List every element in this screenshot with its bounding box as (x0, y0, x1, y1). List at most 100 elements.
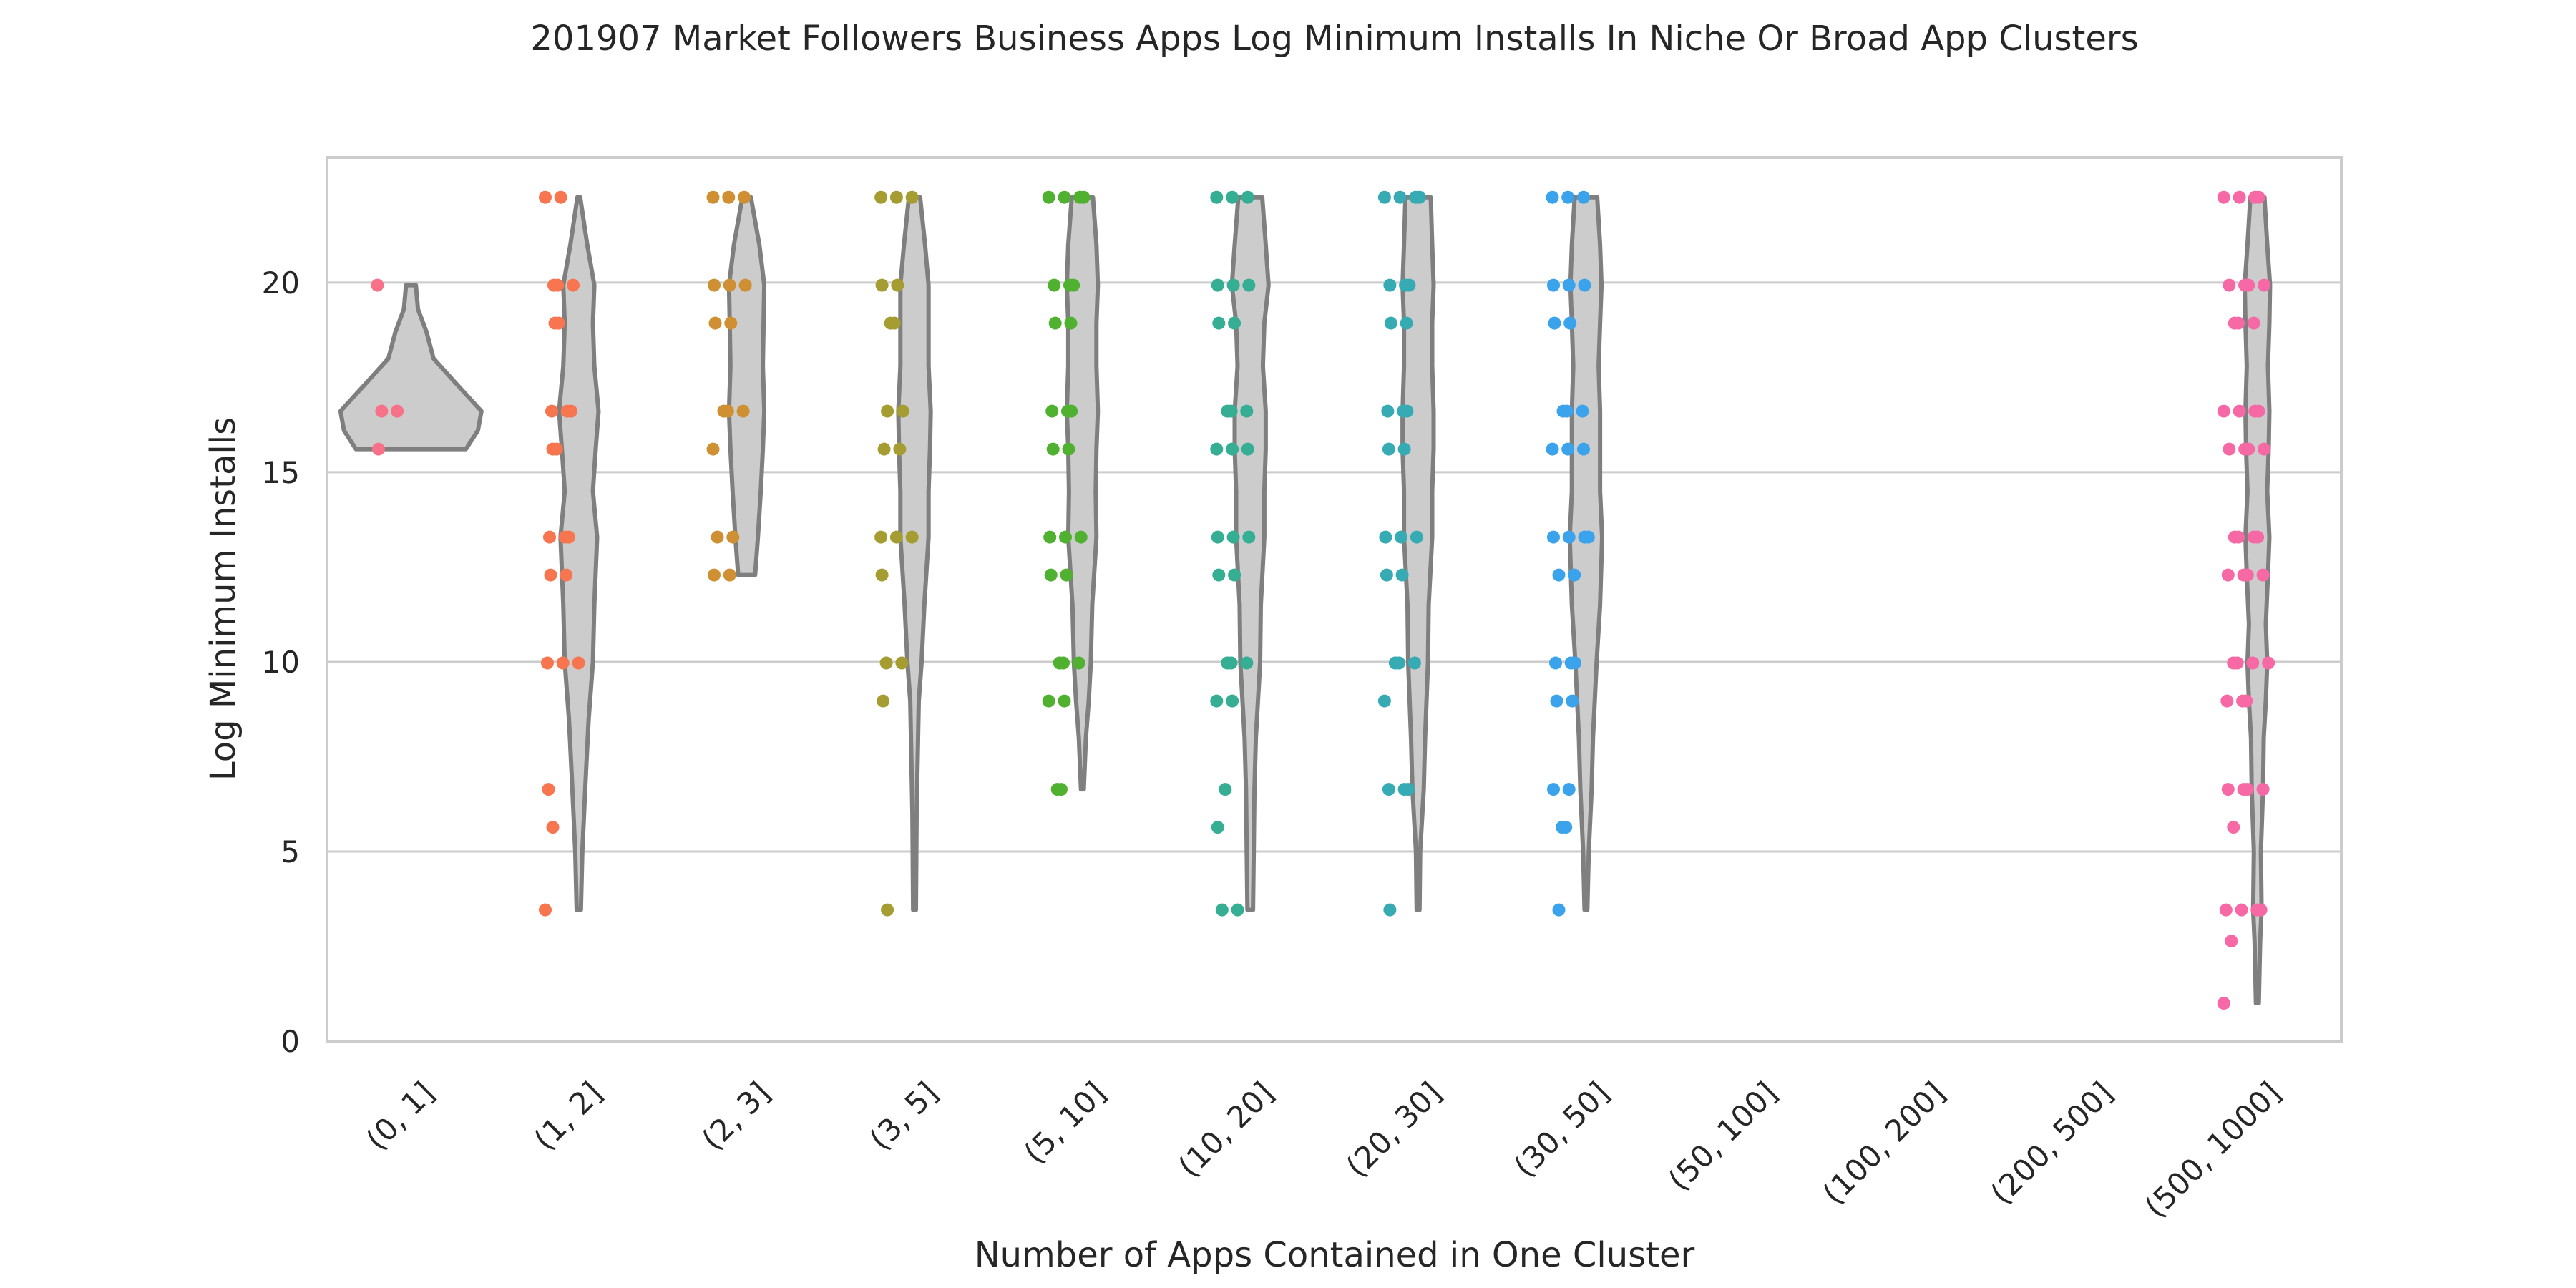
x-tick-label: (500, 1000] (2138, 1075, 2288, 1224)
data-point (554, 190, 567, 204)
data-point (711, 530, 724, 544)
data-point (891, 278, 904, 292)
data-point (874, 190, 888, 204)
data-point (539, 903, 552, 917)
data-point (706, 442, 720, 456)
data-point (724, 316, 738, 330)
data-point (875, 568, 889, 582)
data-point (708, 568, 721, 582)
data-point (1212, 316, 1226, 330)
data-point (1067, 278, 1080, 292)
data-point (723, 568, 736, 582)
y-tick-label: 0 (280, 1024, 300, 1059)
data-point (1381, 404, 1395, 418)
data-point (881, 404, 894, 418)
data-point (545, 404, 558, 418)
data-point (1224, 656, 1238, 670)
data-point (2221, 783, 2235, 796)
data-point (2258, 442, 2271, 456)
x-tick-label: (5, 10] (1017, 1075, 1112, 1170)
data-point (1546, 190, 1559, 204)
data-point (1559, 821, 1573, 834)
violin-body (1400, 195, 1436, 912)
data-point (2254, 903, 2268, 917)
data-point (1224, 404, 1238, 418)
y-tick-labels: 0 5 10 15 20 (262, 265, 300, 1059)
x-tick-label: (20, 30] (1340, 1075, 1448, 1184)
data-point (371, 278, 384, 292)
violin-body (557, 195, 601, 912)
data-point (895, 656, 909, 670)
data-point (2232, 316, 2245, 330)
data-point (1228, 316, 1241, 330)
x-tick-label: (100, 200] (1816, 1075, 1952, 1211)
data-point (708, 278, 721, 292)
data-point (2262, 656, 2275, 670)
data-point (905, 190, 919, 204)
plot-frame (326, 156, 2343, 1043)
data-point (371, 442, 385, 456)
data-point (1226, 530, 1240, 544)
data-point (1546, 442, 1559, 456)
x-tick-label: (1, 2] (527, 1075, 608, 1156)
data-point (1044, 568, 1058, 582)
data-point (556, 656, 570, 670)
data-point (1576, 404, 1589, 418)
data-point (572, 656, 585, 670)
data-point (2256, 568, 2270, 582)
data-point (2256, 783, 2270, 796)
violin-body (1229, 195, 1271, 912)
x-tick-label: (3, 5] (863, 1075, 945, 1156)
data-point (543, 530, 556, 544)
data-point (1577, 190, 1590, 204)
data-point (1563, 316, 1577, 330)
violin-body (1064, 195, 1101, 792)
data-point (562, 530, 575, 544)
data-point (551, 278, 565, 292)
data-point (706, 190, 720, 204)
data-point (1062, 442, 1075, 456)
data-point (1055, 783, 1068, 796)
data-point (2233, 404, 2246, 418)
data-point (1383, 278, 1397, 292)
data-point (1393, 190, 1407, 204)
data-point (905, 530, 919, 544)
data-point (375, 404, 389, 418)
data-point (2217, 404, 2230, 418)
data-point (565, 404, 577, 418)
data-point (2252, 190, 2265, 204)
data-point (1566, 694, 1579, 708)
data-point (1242, 530, 1256, 544)
data-point (1231, 903, 1244, 917)
data-point (738, 278, 752, 292)
x-tick-label: (200, 500] (1984, 1075, 2119, 1211)
data-point (1384, 316, 1397, 330)
data-point (877, 442, 891, 456)
data-point (1578, 278, 1591, 292)
chart-title: 201907 Market Followers Business Apps Lo… (530, 19, 2138, 59)
data-point (889, 530, 903, 544)
data-point (1395, 530, 1408, 544)
data-point (1549, 656, 1562, 670)
data-point (1382, 442, 1395, 456)
data-point (1562, 278, 1576, 292)
data-point (874, 530, 888, 544)
data-point (1401, 783, 1415, 796)
data-point (1065, 404, 1078, 418)
data-point (1407, 656, 1421, 670)
data-point (2235, 903, 2248, 917)
data-point (2242, 442, 2255, 456)
data-point (2242, 278, 2255, 292)
data-point (1058, 694, 1071, 708)
data-point (1382, 783, 1395, 796)
x-tick-label: (30, 50] (1507, 1075, 1616, 1184)
data-point (1550, 694, 1563, 708)
data-point (1377, 694, 1391, 708)
data-point (1210, 442, 1224, 456)
data-point (1400, 404, 1414, 418)
data-point (2246, 656, 2260, 670)
data-point (2217, 997, 2230, 1010)
data-point (879, 656, 893, 670)
data-point (1242, 278, 1256, 292)
